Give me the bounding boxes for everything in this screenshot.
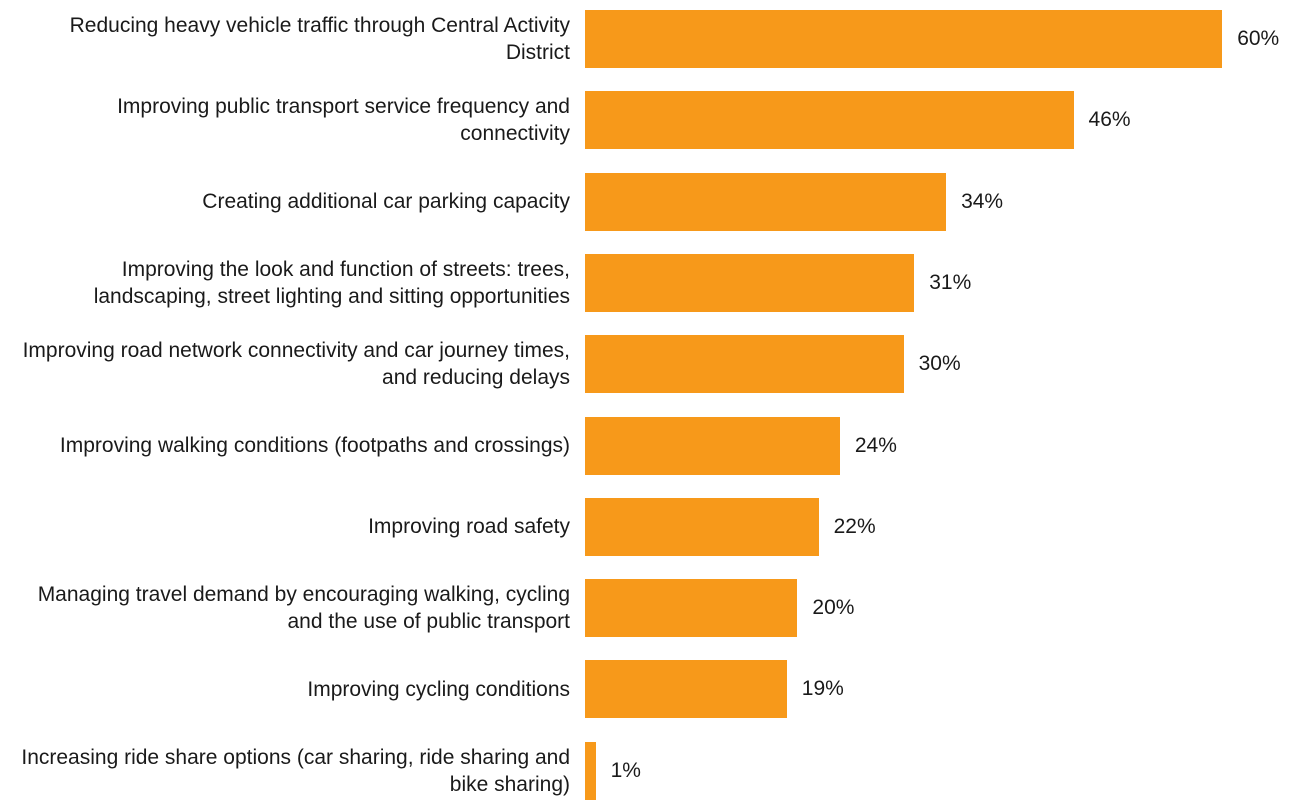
bar [585, 660, 787, 719]
bar [585, 253, 915, 312]
category-label: Reducing heavy vehicle traffic through C… [69, 14, 570, 64]
bar [585, 579, 798, 638]
value-label: 24% [854, 433, 897, 457]
bar [585, 10, 1223, 68]
value-label: 31% [929, 270, 972, 294]
value-label: 34% [961, 189, 1004, 213]
category-label: Creating additional car parking capacity [202, 190, 570, 214]
bar [585, 497, 819, 556]
value-label: 20% [812, 596, 855, 620]
bar [585, 172, 947, 231]
category-label: Improving road safety [368, 515, 570, 539]
category-label: Improving road network connectivity and … [22, 339, 570, 390]
value-label: 19% [801, 677, 844, 701]
value-label: 22% [833, 514, 876, 538]
category-label: Increasing ride share options (car shari… [21, 745, 570, 796]
value-label: 1% [610, 758, 641, 782]
category-label: Improving cycling conditions [307, 677, 570, 701]
value-label: 46% [1088, 108, 1131, 132]
category-label: Improving public transport service frequ… [117, 95, 570, 146]
category-label: Improving walking conditions (footpaths … [59, 434, 570, 457]
bar [585, 335, 904, 394]
bar [585, 741, 596, 800]
value-label: 30% [918, 352, 961, 376]
value-label: 60% [1237, 27, 1280, 50]
bar [585, 416, 840, 475]
bar [585, 91, 1074, 150]
category-label: Improving the look and function of stree… [93, 257, 570, 308]
category-label: Managing travel demand by encouraging wa… [37, 583, 570, 634]
